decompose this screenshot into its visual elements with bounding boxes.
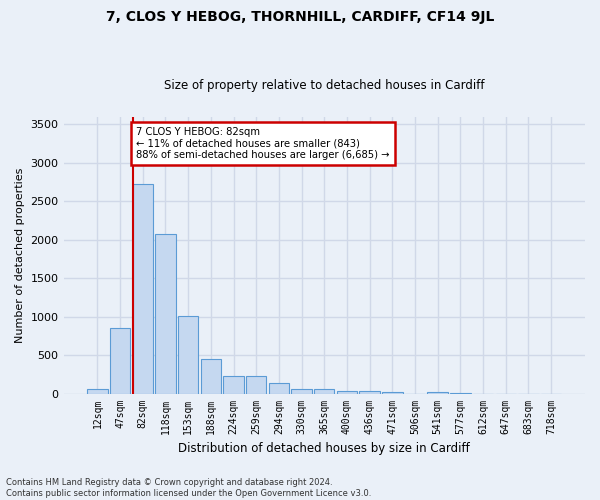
Bar: [155, 234, 176, 394]
Bar: [292, 388, 312, 394]
Text: 7 CLOS Y HEBOG: 82sqm
← 11% of detached houses are smaller (843)
88% of semi-det: 7 CLOS Y HEBOG: 82sqm ← 11% of detached …: [136, 127, 389, 160]
Bar: [246, 376, 266, 394]
Bar: [359, 391, 380, 394]
Bar: [178, 316, 199, 394]
Bar: [382, 392, 403, 394]
Bar: [314, 390, 334, 394]
Title: Size of property relative to detached houses in Cardiff: Size of property relative to detached ho…: [164, 79, 485, 92]
Bar: [110, 328, 130, 394]
Bar: [427, 392, 448, 394]
Bar: [200, 358, 221, 394]
Bar: [337, 391, 357, 394]
Bar: [223, 376, 244, 394]
Bar: [269, 383, 289, 394]
Text: Contains HM Land Registry data © Crown copyright and database right 2024.
Contai: Contains HM Land Registry data © Crown c…: [6, 478, 371, 498]
Bar: [87, 389, 107, 394]
Bar: [133, 184, 153, 394]
Text: 7, CLOS Y HEBOG, THORNHILL, CARDIFF, CF14 9JL: 7, CLOS Y HEBOG, THORNHILL, CARDIFF, CF1…: [106, 10, 494, 24]
X-axis label: Distribution of detached houses by size in Cardiff: Distribution of detached houses by size …: [178, 442, 470, 455]
Y-axis label: Number of detached properties: Number of detached properties: [15, 168, 25, 343]
